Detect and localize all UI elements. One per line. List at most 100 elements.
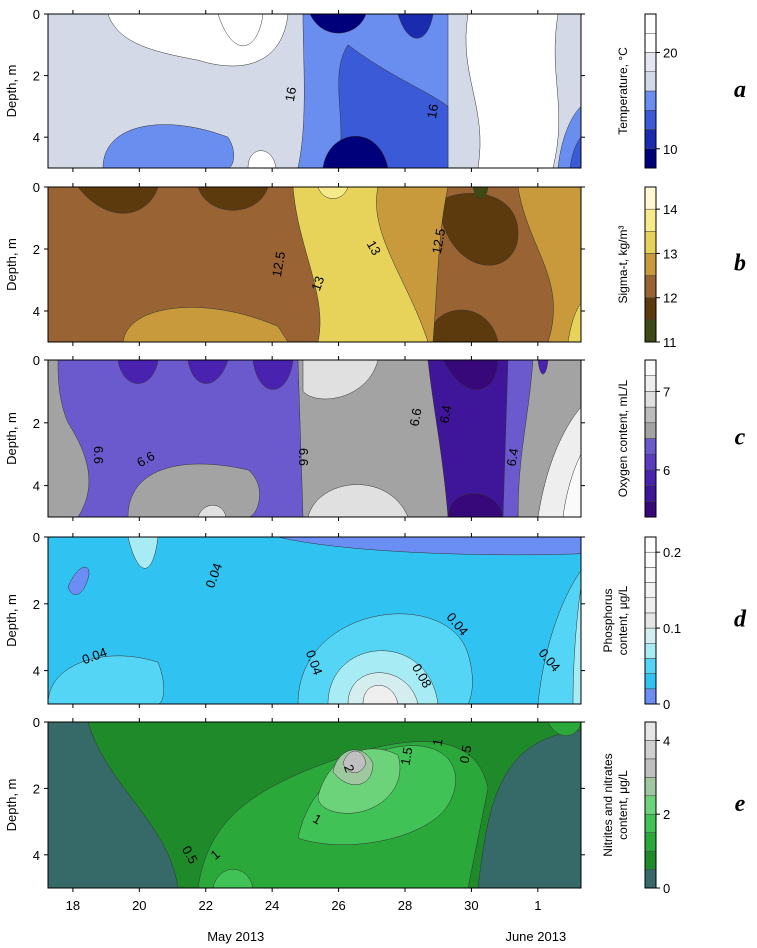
colorbar-bin <box>644 391 657 408</box>
contour-region <box>323 136 388 168</box>
colorbar-bin <box>644 208 657 232</box>
colorbar-label: content, μg/L <box>616 585 630 655</box>
y-tick-label: 0 <box>33 530 40 545</box>
contour-region <box>338 45 448 168</box>
colorbar-bin <box>644 13 657 34</box>
plot-frame <box>47 721 582 889</box>
colorbar-bin <box>644 275 657 298</box>
colorbar-bin <box>644 438 657 455</box>
contour-label: 6.6 <box>91 446 106 464</box>
contour-region <box>466 14 559 168</box>
contour-region <box>48 656 164 704</box>
colorbar-bin <box>644 658 657 674</box>
panel-letter: d <box>734 607 747 633</box>
contour-layer <box>48 14 581 168</box>
contour-label: 16 <box>424 103 441 120</box>
colorbar-bin <box>644 688 657 705</box>
colorbar-bin <box>644 469 657 486</box>
contour-label: 12.5 <box>429 227 448 255</box>
contour-label: 6.4 <box>437 404 455 424</box>
colorbar-frame <box>644 359 657 518</box>
colorbar-tick-label: 7 <box>663 384 670 399</box>
y-tick-label: 2 <box>33 69 40 84</box>
colorbar-tick-label: 13 <box>663 246 677 261</box>
plot-frame <box>47 536 582 705</box>
contour-region <box>438 193 518 265</box>
x-tick-label: 28 <box>398 898 412 913</box>
colorbar-tick-label: 6 <box>663 463 670 478</box>
contour-label: 2 <box>341 762 358 774</box>
colorbar-tick-label: 11 <box>663 335 677 350</box>
contour-layer <box>48 722 581 888</box>
contour-region <box>568 303 581 342</box>
colorbar-tick-label: 0.1 <box>663 621 681 636</box>
colorbar-bin <box>644 627 657 644</box>
colorbar-bin <box>644 375 657 392</box>
x-month-label: June 2013 <box>505 929 566 944</box>
colorbar-bin <box>644 253 657 276</box>
colorbar-bin <box>644 813 657 833</box>
colorbar-bin <box>644 319 657 343</box>
panel-letter: c <box>735 425 746 451</box>
x-tick-label: 30 <box>464 898 478 913</box>
x-tick-label: 1 <box>534 898 541 913</box>
panel-letter: e <box>735 791 746 817</box>
contour-label: 12.5 <box>269 250 288 278</box>
contour-label: 13 <box>308 274 327 293</box>
colorbar-frame <box>644 13 657 169</box>
y-tick-label: 0 <box>33 180 40 195</box>
colorbar-label: Oxygen content, mL/L <box>616 379 630 497</box>
colorbar-bin <box>644 359 657 376</box>
contour-region <box>123 307 288 342</box>
colorbar-bin <box>644 186 657 210</box>
colorbar-tick-label: 2 <box>663 807 670 822</box>
contour-field <box>48 187 581 342</box>
contour-layer <box>48 537 581 704</box>
colorbar-bin <box>644 850 657 870</box>
colorbar-tick-label: 0 <box>663 881 670 896</box>
colorbar-bin <box>644 612 657 629</box>
contour-region <box>253 360 293 389</box>
contour-region <box>343 751 366 773</box>
x-tick-label: 24 <box>265 898 279 913</box>
contour-layer <box>48 360 581 517</box>
colorbar-bin <box>644 643 657 659</box>
colorbar-bin <box>644 453 657 471</box>
contour-field <box>48 537 581 704</box>
contour-label: 1.5 <box>398 746 416 766</box>
x-month-label: May 2013 <box>207 929 264 944</box>
y-axis-label: Depth, m <box>4 594 19 647</box>
contour-label: 16 <box>282 86 299 103</box>
y-tick-label: 2 <box>33 781 40 796</box>
colorbar-bin <box>644 551 657 568</box>
contour-region <box>303 360 378 399</box>
colorbar-bin <box>644 90 657 111</box>
contour-label: 13 <box>364 238 384 258</box>
y-axis-label: Depth, m <box>4 779 19 832</box>
contour-region <box>118 360 158 384</box>
contour-region <box>198 187 268 210</box>
colorbar-bin <box>644 231 657 254</box>
contour-region <box>310 14 366 33</box>
colorbar-bin <box>644 721 657 741</box>
colorbar-bin <box>644 297 657 321</box>
colorbar-bin <box>644 148 657 169</box>
y-tick-label: 4 <box>33 304 40 319</box>
colorbar-tick-label: 20 <box>663 46 677 61</box>
colorbar-label: content, μg/L <box>616 770 630 840</box>
y-tick-label: 2 <box>33 416 40 431</box>
colorbar-bin <box>644 567 657 583</box>
colorbar-bin <box>644 777 657 797</box>
colorbar-bin <box>644 71 657 92</box>
colorbar-tick-label: 0 <box>663 697 670 712</box>
y-axis-label: Depth, m <box>4 412 19 465</box>
colorbar-tick-label: 0.2 <box>663 545 681 560</box>
contour-label: 6.4 <box>504 447 522 467</box>
colorbar-bin <box>644 501 657 518</box>
y-tick-label: 2 <box>33 597 40 612</box>
colorbar-bin <box>644 406 657 424</box>
colorbar-tick-label: 10 <box>663 142 677 157</box>
colorbar-bin <box>644 536 657 553</box>
y-tick-label: 4 <box>33 848 40 863</box>
contour-region <box>570 137 581 168</box>
